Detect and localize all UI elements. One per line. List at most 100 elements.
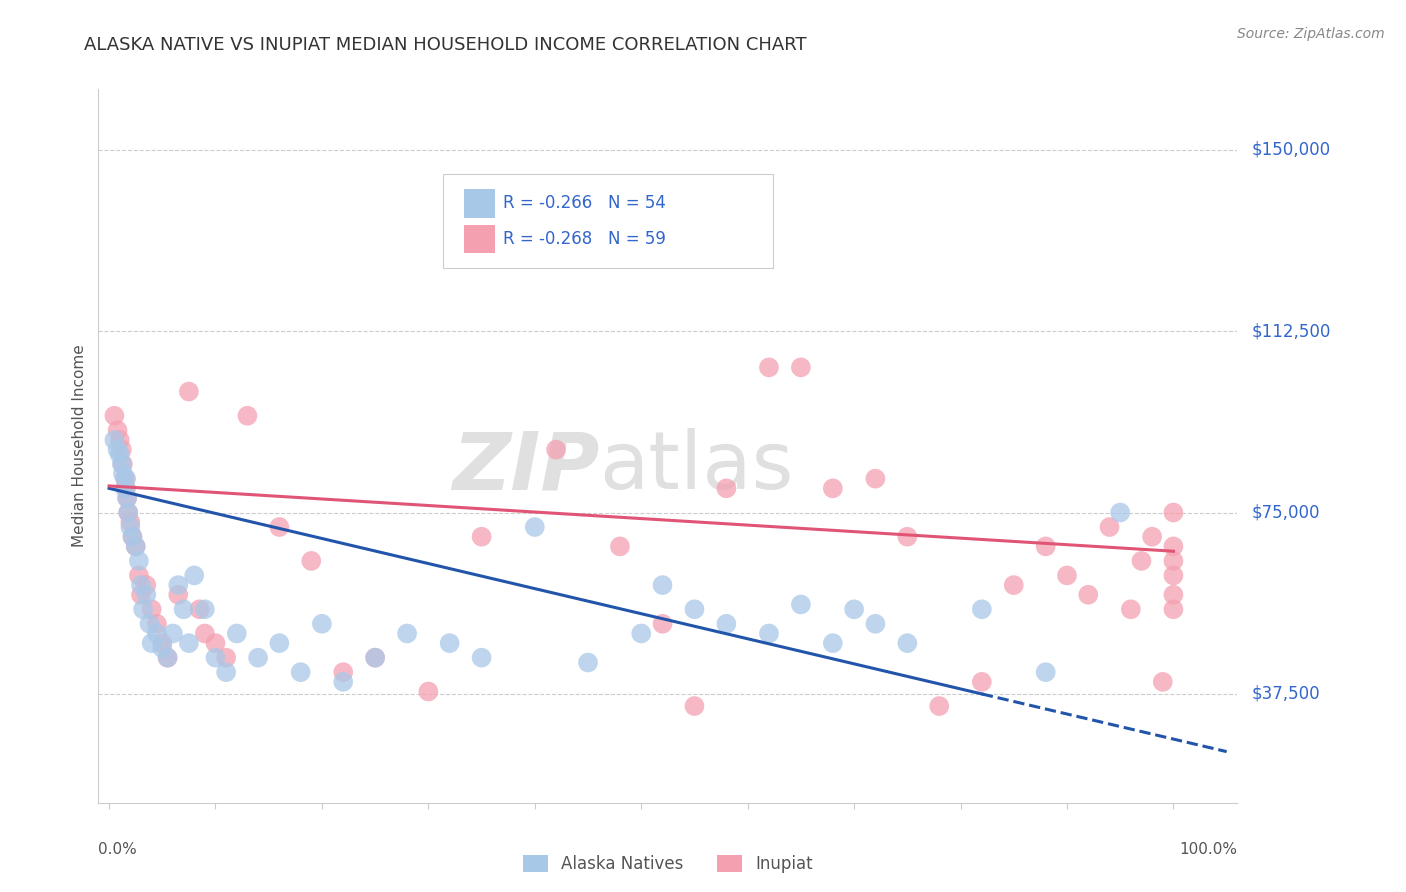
Point bbox=[108, 447, 131, 461]
Point bbox=[150, 640, 173, 655]
Point bbox=[124, 540, 146, 554]
Point bbox=[115, 491, 138, 505]
Point bbox=[1140, 530, 1163, 544]
Point bbox=[1163, 588, 1185, 602]
Text: atlas: atlas bbox=[599, 428, 794, 507]
Point bbox=[167, 588, 190, 602]
Y-axis label: Median Household Income: Median Household Income bbox=[72, 344, 87, 548]
Point bbox=[842, 602, 865, 616]
Point bbox=[120, 520, 142, 534]
Point bbox=[103, 433, 125, 447]
Point bbox=[146, 626, 169, 640]
Point bbox=[471, 650, 494, 665]
Point bbox=[194, 602, 217, 616]
Point bbox=[1163, 602, 1185, 616]
Point bbox=[1056, 568, 1078, 582]
Point bbox=[364, 650, 387, 665]
Point bbox=[111, 457, 134, 471]
Point bbox=[117, 506, 139, 520]
Point bbox=[1152, 674, 1174, 689]
Point bbox=[146, 616, 169, 631]
Point bbox=[173, 602, 195, 616]
Point bbox=[215, 665, 238, 680]
Point bbox=[225, 626, 247, 640]
Point bbox=[471, 530, 494, 544]
Text: 100.0%: 100.0% bbox=[1180, 841, 1237, 856]
Point bbox=[115, 472, 138, 486]
Point bbox=[121, 530, 143, 544]
Point bbox=[523, 520, 546, 534]
Point bbox=[111, 442, 134, 457]
Point bbox=[758, 626, 780, 640]
Text: ZIP: ZIP bbox=[453, 428, 599, 507]
Point bbox=[290, 665, 312, 680]
Point bbox=[135, 588, 157, 602]
Point bbox=[141, 602, 163, 616]
Point bbox=[129, 578, 152, 592]
Point bbox=[162, 626, 184, 640]
Point bbox=[247, 650, 270, 665]
Point bbox=[194, 626, 217, 640]
Point bbox=[167, 578, 190, 592]
Point bbox=[215, 650, 238, 665]
Point bbox=[364, 650, 387, 665]
Text: $75,000: $75,000 bbox=[1251, 503, 1320, 522]
Point bbox=[114, 472, 136, 486]
Point bbox=[177, 384, 200, 399]
Point bbox=[103, 409, 125, 423]
Point bbox=[1077, 588, 1099, 602]
Point bbox=[896, 530, 918, 544]
Point bbox=[651, 578, 673, 592]
Point bbox=[128, 568, 150, 582]
Point bbox=[156, 650, 179, 665]
Point bbox=[630, 626, 652, 640]
Point bbox=[135, 578, 157, 592]
Text: ALASKA NATIVE VS INUPIAT MEDIAN HOUSEHOLD INCOME CORRELATION CHART: ALASKA NATIVE VS INUPIAT MEDIAN HOUSEHOL… bbox=[84, 36, 807, 54]
Point bbox=[121, 530, 143, 544]
Point bbox=[128, 554, 150, 568]
Point bbox=[865, 472, 887, 486]
Point bbox=[299, 554, 322, 568]
Point bbox=[177, 636, 200, 650]
Point bbox=[439, 636, 461, 650]
Point bbox=[970, 602, 993, 616]
Point bbox=[188, 602, 211, 616]
Point bbox=[1109, 506, 1132, 520]
Legend: Alaska Natives, Inupiat: Alaska Natives, Inupiat bbox=[516, 848, 820, 880]
Point bbox=[683, 602, 706, 616]
Point bbox=[132, 602, 155, 616]
Point bbox=[970, 674, 993, 689]
Point bbox=[576, 656, 599, 670]
Point bbox=[115, 481, 138, 495]
Point bbox=[1035, 665, 1057, 680]
Point bbox=[156, 650, 179, 665]
Point bbox=[115, 491, 138, 505]
Point bbox=[332, 674, 354, 689]
Point bbox=[1035, 540, 1057, 554]
Point bbox=[120, 515, 142, 529]
Point bbox=[141, 636, 163, 650]
Point bbox=[418, 684, 440, 698]
Point bbox=[1163, 540, 1185, 554]
Point bbox=[150, 636, 173, 650]
Point bbox=[114, 481, 136, 495]
Point bbox=[821, 636, 844, 650]
Point bbox=[928, 699, 950, 714]
Point bbox=[651, 616, 673, 631]
Point bbox=[546, 442, 568, 457]
Point bbox=[108, 433, 131, 447]
Point bbox=[609, 540, 631, 554]
Point bbox=[117, 506, 139, 520]
Point bbox=[1163, 554, 1185, 568]
Point bbox=[865, 616, 887, 631]
Point bbox=[129, 588, 152, 602]
Point bbox=[269, 636, 291, 650]
Text: R = -0.266   N = 54: R = -0.266 N = 54 bbox=[503, 194, 666, 212]
Point bbox=[138, 616, 160, 631]
Point bbox=[821, 481, 844, 495]
Point bbox=[124, 540, 146, 554]
Text: Source: ZipAtlas.com: Source: ZipAtlas.com bbox=[1237, 27, 1385, 41]
Point bbox=[1163, 568, 1185, 582]
Point bbox=[716, 481, 738, 495]
Point bbox=[396, 626, 419, 640]
